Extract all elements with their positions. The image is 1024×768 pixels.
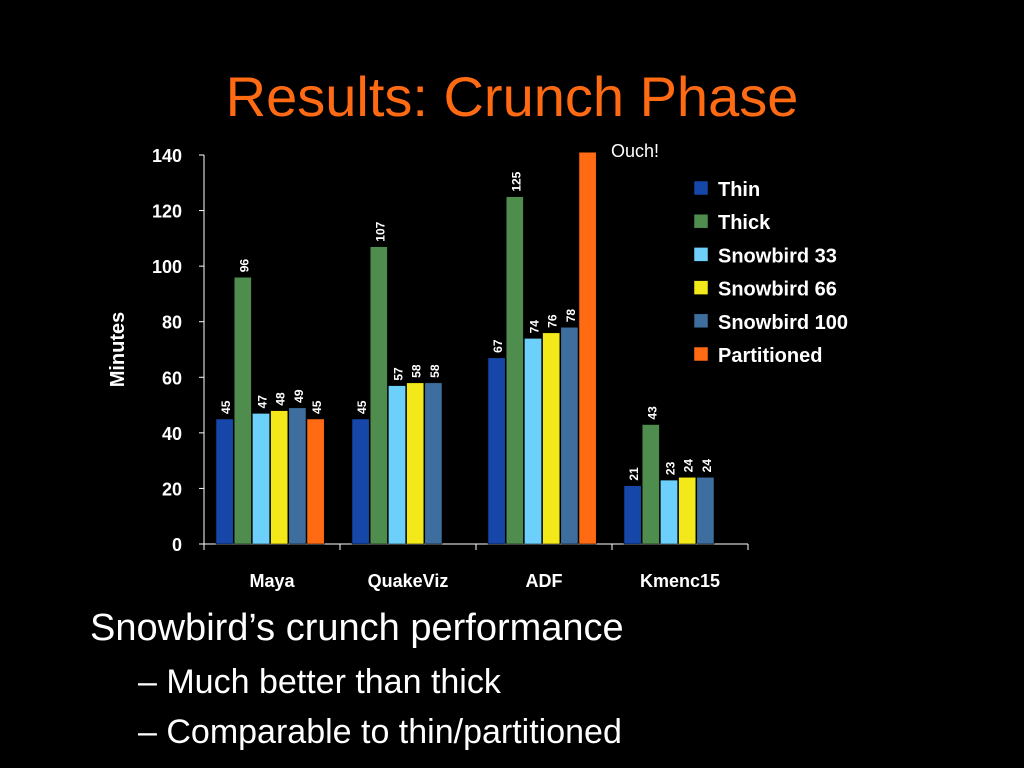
bar	[660, 479, 678, 545]
bullet-main: Snowbird’s crunch performance	[90, 607, 624, 649]
bar	[678, 477, 697, 545]
bar-data-label: 45	[355, 400, 369, 414]
bar-data-label: 24	[682, 459, 696, 473]
x-tick-label: QuakeViz	[368, 571, 449, 591]
bar-data-label: 47	[256, 395, 270, 409]
y-tick-label: 40	[162, 424, 182, 444]
legend-label: Thin	[718, 179, 760, 201]
legend-swatch	[693, 247, 709, 262]
bar-data-label: 48	[274, 392, 288, 406]
bar-chart: 0 20 40 60 80 100 120 140 Minutes Maya QuakeViz ADF…	[107, 141, 848, 591]
bar-data-label: 58	[410, 364, 424, 378]
bar-data-label: 78	[564, 309, 578, 323]
bar	[560, 327, 579, 545]
legend-swatch	[693, 180, 709, 196]
y-tick-label: 20	[162, 479, 182, 499]
y-tick-label: 60	[162, 368, 182, 388]
bar	[623, 485, 642, 545]
bar	[215, 418, 234, 545]
y-axis-title: Minutes	[107, 312, 129, 388]
x-tick-label: Maya	[249, 571, 295, 591]
bar-data-label: 45	[219, 400, 233, 414]
bar-data-label: 57	[392, 367, 406, 381]
legend-label: Snowbird 33	[718, 245, 837, 267]
bar-data-label: 45	[310, 400, 324, 414]
bar	[505, 196, 524, 545]
bar-data-label: 125	[509, 171, 523, 191]
bar	[351, 418, 370, 545]
subbullet-thin-partitioned: – Comparable to thin/partitioned	[138, 713, 622, 751]
bar	[487, 357, 506, 545]
bar	[542, 332, 561, 545]
slide-title: Results: Crunch Phase	[225, 65, 799, 128]
y-tick-label: 120	[152, 202, 182, 222]
bar-data-label: 74	[528, 320, 542, 334]
bar-data-label: 58	[428, 364, 442, 378]
bar	[696, 477, 715, 545]
bar	[406, 382, 425, 545]
x-tick-label: ADF	[526, 571, 563, 591]
bar-data-label: 24	[700, 459, 714, 473]
bar	[270, 410, 289, 545]
legend-swatch	[693, 313, 709, 329]
bar-data-label: 67	[491, 339, 505, 353]
bar-data-label: 43	[645, 406, 659, 420]
legend-swatch	[693, 346, 709, 362]
y-tick-label: 100	[152, 257, 182, 277]
bar	[233, 277, 252, 545]
legend-label: Partitioned	[718, 345, 822, 367]
annotation-ouch: Ouch!	[611, 141, 659, 161]
bar-data-label: 107	[373, 221, 387, 241]
legend-label: Snowbird 100	[718, 312, 848, 334]
bar-data-label: 49	[292, 389, 306, 403]
subbullet-thick: – Much better than thick	[138, 663, 501, 701]
bar	[306, 418, 325, 545]
bar-data-label: 96	[237, 259, 251, 273]
legend-label: Snowbird 66	[718, 279, 837, 301]
bar-data-label: 23	[664, 461, 678, 475]
bar-data-label: 21	[627, 467, 641, 481]
legend-swatch	[693, 280, 709, 295]
bar	[424, 382, 443, 545]
bar	[252, 413, 270, 545]
bar	[524, 338, 542, 545]
bar	[288, 407, 307, 545]
legend-swatch	[693, 213, 709, 229]
y-tick-label: 80	[162, 313, 182, 333]
y-tick-label: 0	[172, 535, 182, 555]
bar	[578, 151, 597, 545]
bar-data-label: 76	[546, 314, 560, 328]
bar	[369, 246, 388, 545]
bar	[388, 385, 406, 545]
x-tick-label: Kmenc15	[640, 571, 720, 591]
y-tick-label: 140	[152, 146, 182, 166]
legend-label: Thick	[718, 212, 771, 234]
bar	[641, 424, 660, 545]
